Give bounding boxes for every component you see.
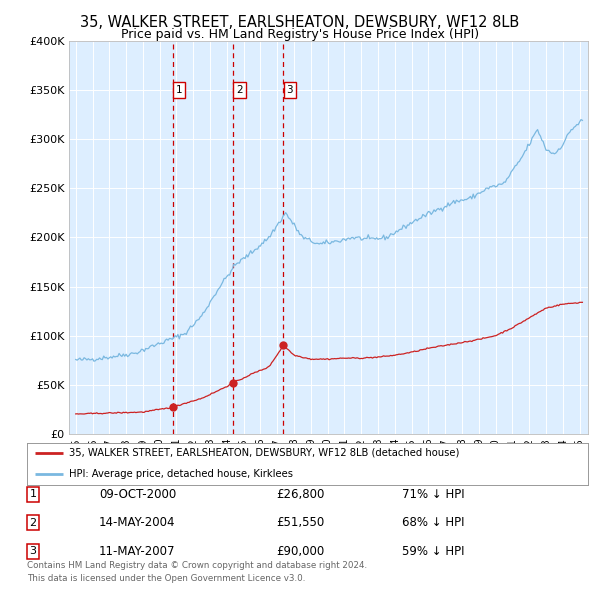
Text: HPI: Average price, detached house, Kirklees: HPI: Average price, detached house, Kirk… — [69, 469, 293, 479]
Text: 1: 1 — [29, 490, 37, 499]
Text: 14-MAY-2004: 14-MAY-2004 — [99, 516, 176, 529]
Text: Contains HM Land Registry data © Crown copyright and database right 2024.
This d: Contains HM Land Registry data © Crown c… — [27, 562, 367, 583]
Text: 11-MAY-2007: 11-MAY-2007 — [99, 545, 176, 558]
Text: 2: 2 — [29, 518, 37, 527]
Text: 35, WALKER STREET, EARLSHEATON, DEWSBURY, WF12 8LB (detached house): 35, WALKER STREET, EARLSHEATON, DEWSBURY… — [69, 448, 460, 458]
Text: 3: 3 — [287, 86, 293, 96]
Text: £90,000: £90,000 — [276, 545, 324, 558]
Text: £51,550: £51,550 — [276, 516, 324, 529]
Text: 35, WALKER STREET, EARLSHEATON, DEWSBURY, WF12 8LB: 35, WALKER STREET, EARLSHEATON, DEWSBURY… — [80, 15, 520, 30]
Text: 68% ↓ HPI: 68% ↓ HPI — [402, 516, 464, 529]
Text: 1: 1 — [176, 86, 182, 96]
Text: 3: 3 — [29, 546, 37, 556]
Text: Price paid vs. HM Land Registry's House Price Index (HPI): Price paid vs. HM Land Registry's House … — [121, 28, 479, 41]
Text: 09-OCT-2000: 09-OCT-2000 — [99, 488, 176, 501]
Text: 2: 2 — [236, 86, 243, 96]
Text: 59% ↓ HPI: 59% ↓ HPI — [402, 545, 464, 558]
Text: 71% ↓ HPI: 71% ↓ HPI — [402, 488, 464, 501]
Text: £26,800: £26,800 — [276, 488, 325, 501]
